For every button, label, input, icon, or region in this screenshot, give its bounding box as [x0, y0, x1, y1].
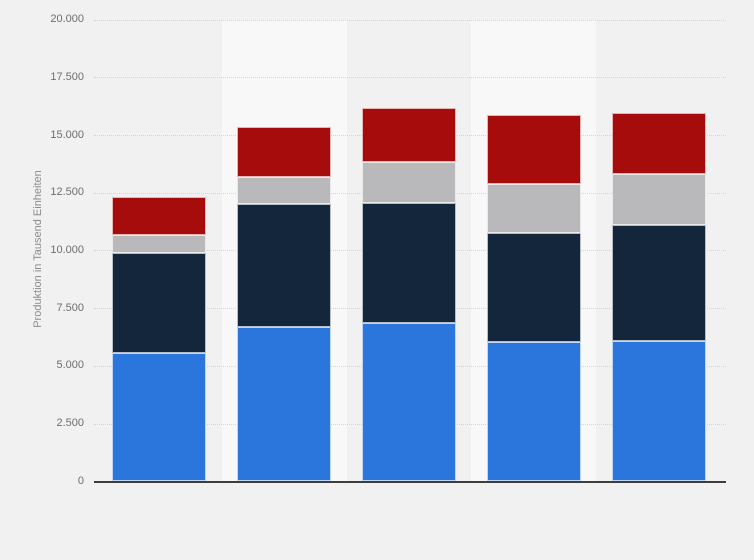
bar-segment-gray-segment[interactable] [611, 174, 706, 225]
bar-segment-blue-bottom-segment[interactable] [112, 353, 207, 482]
y-tick-label: 12.500 [50, 186, 84, 199]
bar-segment-dark-red-top-segment[interactable] [237, 127, 332, 177]
bar-segment-dark-navy-segment[interactable] [112, 252, 207, 354]
y-gridline [93, 77, 726, 79]
bar-segment-dark-navy-segment[interactable] [237, 204, 332, 328]
bar-segment-dark-navy-segment[interactable] [611, 225, 706, 341]
bar-segment-gray-segment[interactable] [237, 176, 332, 205]
x-axis-line [93, 481, 726, 484]
bar-segment-dark-red-top-segment[interactable] [611, 113, 706, 175]
bar-segment-dark-red-top-segment[interactable] [112, 197, 207, 235]
bar-segment-gray-segment[interactable] [486, 184, 581, 233]
y-tick-label: 2.500 [56, 417, 84, 430]
y-gridline [93, 19, 726, 21]
bar-segment-gray-segment[interactable] [112, 234, 207, 253]
bar-segment-blue-bottom-segment[interactable] [362, 323, 456, 482]
bar-segment-blue-bottom-segment[interactable] [611, 340, 706, 482]
y-tick-label: 10.000 [50, 243, 84, 256]
y-tick-label: 17.500 [50, 70, 84, 83]
bar-segment-gray-segment[interactable] [362, 161, 456, 204]
y-tick-label: 5.000 [56, 359, 84, 372]
y-tick-label: 20.000 [50, 13, 84, 25]
y-tick-label: 15.000 [50, 128, 84, 141]
bar-segment-dark-red-top-segment[interactable] [486, 114, 581, 185]
bar-segment-blue-bottom-segment[interactable] [486, 341, 581, 482]
bar-segment-dark-navy-segment[interactable] [362, 203, 456, 324]
y-tick-label: 0 [77, 474, 84, 487]
bar-segment-blue-bottom-segment[interactable] [237, 327, 332, 482]
bar-segment-dark-navy-segment[interactable] [486, 232, 581, 342]
y-tick-label: 7.500 [56, 301, 84, 314]
bar-segment-dark-red-top-segment[interactable] [362, 108, 456, 162]
